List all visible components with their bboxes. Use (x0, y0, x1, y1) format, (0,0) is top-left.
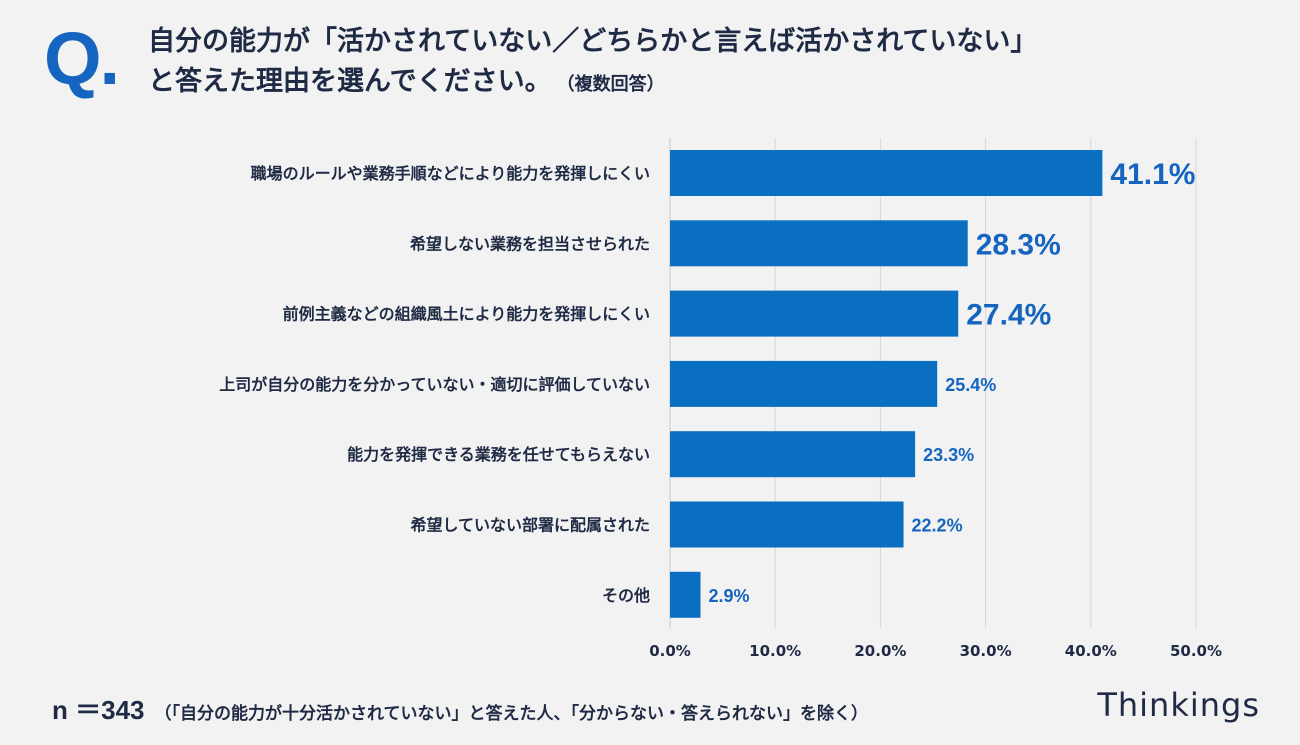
x-tick-label: 20.0% (854, 642, 906, 660)
x-tick-label: 0.0% (649, 642, 691, 660)
sample-footnote: n ＝343 （「自分の能力が十分活かされていない」と答えた人、「分からない・答え… (52, 690, 868, 727)
data-label: 28.3% (976, 228, 1061, 261)
data-label: 25.4% (945, 375, 996, 395)
category-label: 希望しない業務を担当させられた (410, 234, 650, 253)
bar (670, 290, 959, 337)
bar-chart: 0.0% 10.0% 20.0% 30.0% 40.0% 50.0% 職場のルールや業務手順… (219, 138, 1222, 660)
data-label: 41.1% (1110, 158, 1195, 191)
x-tick-label: 30.0% (960, 642, 1012, 660)
category-label: 職場のルールや業務手順などにより能力を発揮しにくい (251, 164, 650, 183)
bar (670, 501, 904, 548)
data-label: 2.9% (709, 586, 750, 606)
brand-logo: Thinkings (1097, 686, 1260, 724)
category-label: その他 (602, 586, 650, 605)
x-tick-label: 10.0% (749, 642, 801, 660)
question-title-line1: 自分の能力が「活かされていない／どちらかと言えば活かされていない」 (148, 26, 1038, 57)
bar (670, 431, 916, 478)
question-note: （複数回答） (565, 74, 665, 95)
question-title: 自分の能力が「活かされていない／どちらかと言えば活かされていない」 と答えた理由… (148, 22, 1037, 105)
category-label: 前例主義などの組織風土により能力を発揮しにくい (283, 305, 650, 324)
data-label: 27.4% (966, 299, 1051, 332)
x-tick-label: 50.0% (1170, 642, 1222, 660)
bar (670, 220, 968, 267)
x-tick-label: 40.0% (1065, 642, 1117, 660)
sample-note: （「自分の能力が十分活かされていない」と答えた人、「分からない・答えられない」を… (154, 704, 869, 724)
data-label: 23.3% (923, 445, 974, 465)
question-title-line2: と答えた理由を選んでください。 (148, 66, 552, 97)
category-label: 希望していない部署に配属された (410, 516, 650, 535)
category-label: 能力を発揮できる業務を任せてもらえない (347, 445, 650, 464)
sample-size: n ＝343 (52, 695, 145, 725)
bar (670, 150, 1103, 196)
bar (670, 571, 701, 618)
question-mark-heading: Q. (44, 17, 120, 100)
category-label: 上司が自分の能力を分かっていない・適切に評価していない (219, 375, 650, 394)
data-label: 22.2% (912, 516, 963, 536)
bar (670, 360, 938, 407)
